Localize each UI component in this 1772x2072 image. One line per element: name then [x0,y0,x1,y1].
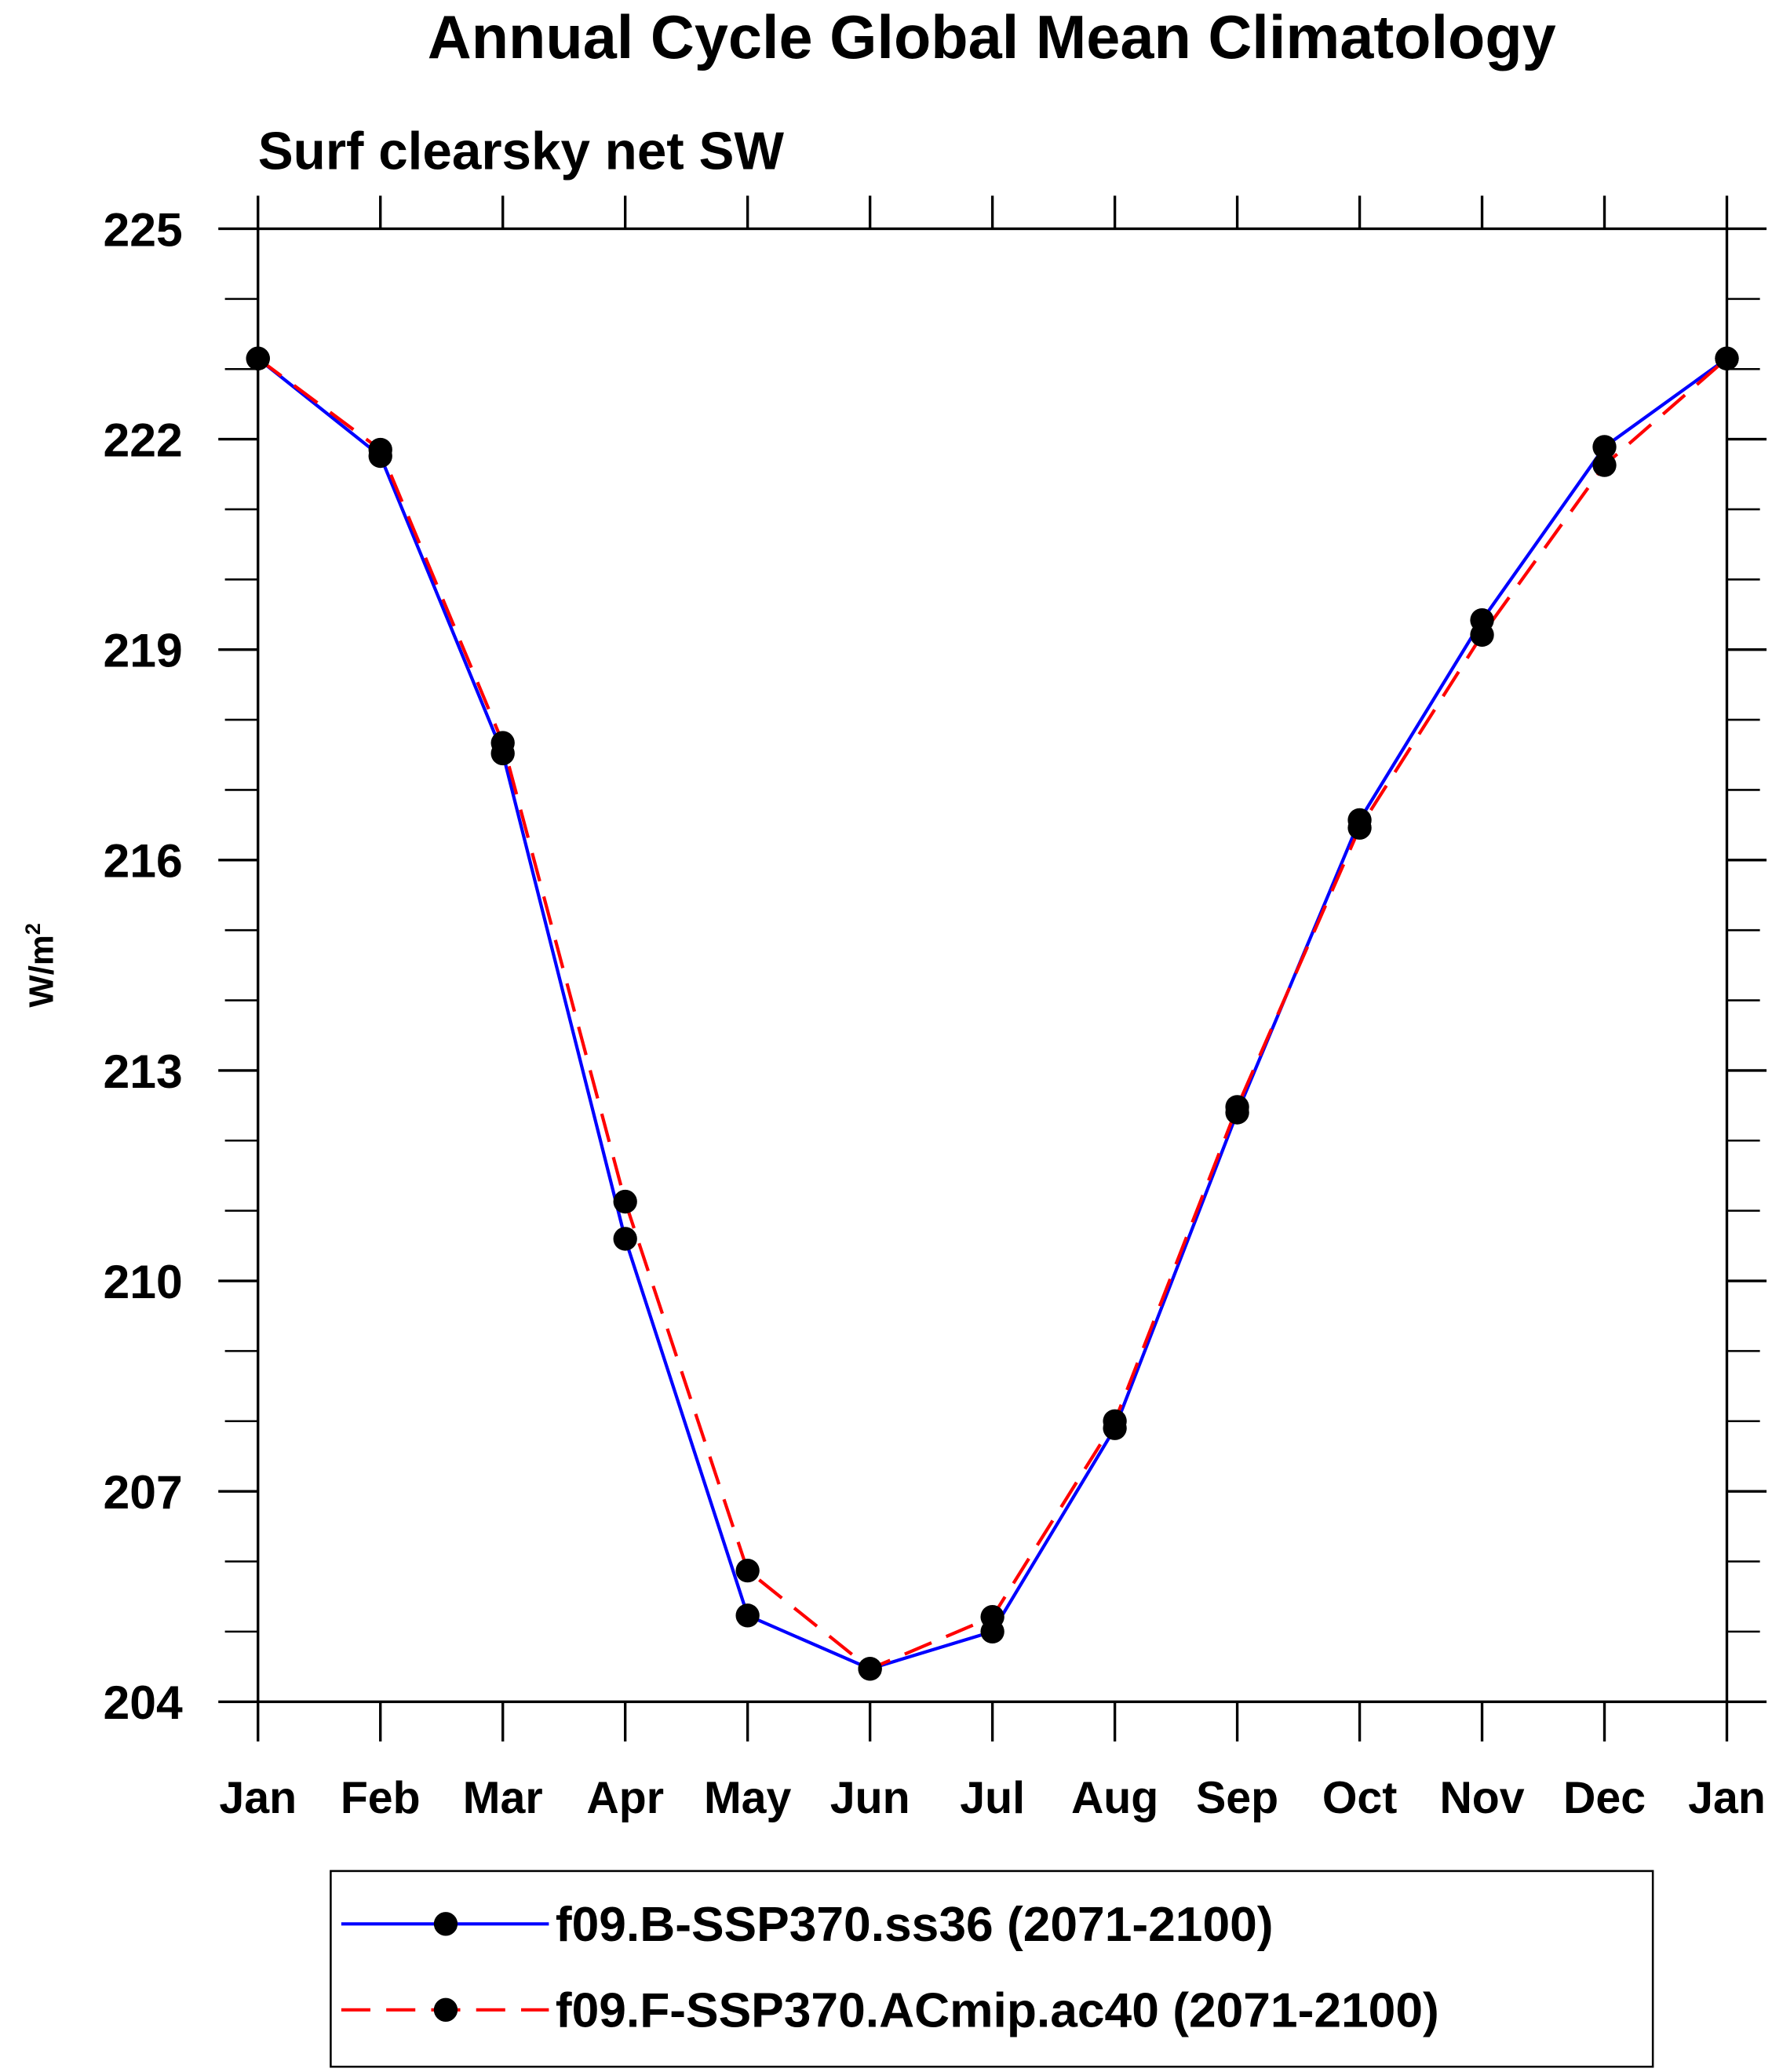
series-2-point [980,1604,1004,1629]
x-tick-label: Feb [341,1773,421,1823]
x-tick-label: Dec [1563,1773,1646,1823]
plot-frame [257,227,1729,1703]
chart-subtitle: Surf clearsky net SW [258,122,785,181]
series-2-point [246,346,270,370]
legend-label-1: f09.B-SSP370.ss36 (2071-2100) [556,1898,1274,1952]
legend-label-2: f09.F-SSP370.ACmip.ac40 (2071-2100) [556,1984,1439,2038]
y-tick-label: 216 [104,834,183,888]
x-tick-label: Mar [463,1773,543,1823]
series-2-point [368,437,392,462]
x-tick-label: Sep [1196,1773,1278,1823]
y-axis-label: W/m2 [21,923,61,1007]
legend-marker-2 [433,1997,458,2022]
y-tick-label: 225 [104,202,183,256]
y-tick-label: 204 [104,1676,183,1729]
series-2-point [1103,1409,1127,1433]
x-tick-label: Jan [219,1773,297,1823]
legend-marker-1 [433,1912,458,1936]
legend-box [330,1870,1654,2068]
series-1-point [613,1227,637,1251]
series-1-point [735,1603,760,1628]
series-2-point [735,1558,760,1583]
x-tick-label: Apr [586,1773,664,1823]
y-tick-label: 219 [104,624,183,677]
y-tick-label: 210 [104,1255,183,1308]
y-tick-label: 222 [104,413,183,466]
x-tick-label: Nov [1439,1773,1524,1823]
series-2-point [1470,622,1494,648]
x-tick-label: Jan [1688,1773,1766,1823]
x-tick-label: Jul [960,1773,1025,1823]
y-tick-label: 207 [104,1465,183,1519]
x-tick-label: May [704,1773,792,1823]
y-tick-label: 213 [104,1045,183,1098]
series-2-point [1592,453,1617,477]
x-tick-label: Jun [830,1773,910,1823]
chart-title: Annual Cycle Global Mean Climatology [428,4,1556,71]
series-2-point [490,731,515,755]
x-tick-label: Aug [1071,1773,1158,1823]
series-1-point [1592,435,1617,459]
series-2-point [858,1657,882,1681]
series-line-1 [257,357,1728,1671]
series-2-point [613,1189,637,1214]
x-tick-label: Oct [1322,1773,1397,1823]
series-2-point [1347,815,1372,840]
series-line-2 [257,357,1728,1671]
series-2-point [1715,346,1739,370]
series-2-point [1225,1095,1249,1119]
